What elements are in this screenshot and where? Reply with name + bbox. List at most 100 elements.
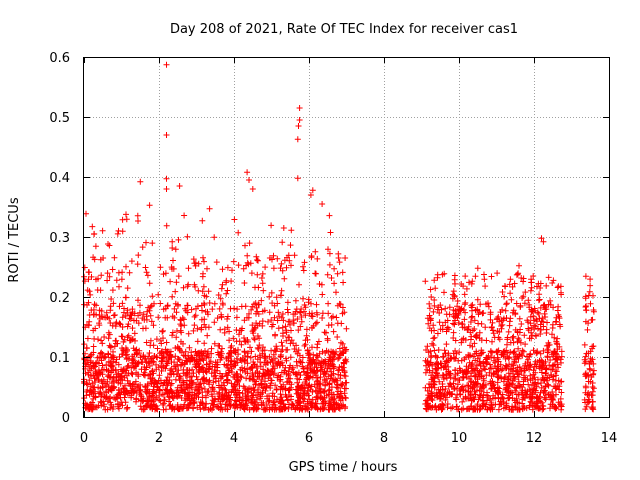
data-point <box>512 311 519 318</box>
data-point <box>517 304 524 310</box>
data-point <box>107 303 114 310</box>
data-point <box>553 368 560 375</box>
data-point <box>454 381 461 388</box>
data-point <box>529 393 536 400</box>
data-point <box>518 275 525 281</box>
data-point <box>506 394 513 401</box>
data-point <box>247 354 254 361</box>
data-point <box>201 321 208 328</box>
data-point <box>494 315 501 322</box>
data-point <box>466 279 472 286</box>
data-point <box>286 401 292 408</box>
data-point <box>244 314 250 321</box>
data-point <box>326 381 333 388</box>
data-point <box>557 395 564 402</box>
data-point <box>234 306 241 313</box>
data-point <box>249 328 256 335</box>
data-point <box>493 368 500 375</box>
data-point <box>193 387 200 394</box>
data-point <box>300 263 306 270</box>
data-point <box>315 381 322 388</box>
data-point <box>334 270 341 277</box>
data-point <box>108 296 115 302</box>
data-point <box>257 395 264 402</box>
data-point <box>116 390 123 397</box>
data-point <box>274 300 281 307</box>
data-point <box>554 361 561 368</box>
data-point <box>149 368 155 375</box>
data-point <box>255 402 262 408</box>
data-point <box>338 339 344 346</box>
data-point <box>445 350 452 357</box>
data-point <box>285 370 292 377</box>
data-point <box>311 367 318 374</box>
data-point <box>254 257 260 263</box>
data-point <box>462 337 469 343</box>
data-point <box>148 318 155 325</box>
data-point <box>429 397 436 404</box>
data-point <box>547 297 554 304</box>
data-point <box>145 304 152 311</box>
data-point <box>527 398 534 405</box>
data-point <box>323 329 329 336</box>
x-axis-ticks: 0 2 4 6 8 10 12 14 <box>80 57 617 446</box>
data-point <box>233 370 240 377</box>
x-tick-label: 0 <box>80 431 88 446</box>
data-point <box>531 400 538 407</box>
data-point <box>297 393 304 400</box>
data-point <box>259 280 266 287</box>
data-point <box>536 357 543 364</box>
data-point <box>265 375 272 382</box>
data-point <box>135 218 141 224</box>
data-point <box>241 280 248 286</box>
data-point <box>286 318 293 325</box>
data-point <box>253 405 260 412</box>
data-point <box>166 398 172 405</box>
data-point <box>137 387 143 394</box>
data-point <box>124 307 131 314</box>
data-point <box>291 252 298 259</box>
data-point <box>101 334 108 340</box>
data-point <box>255 389 262 396</box>
data-point <box>84 387 91 393</box>
data-point <box>526 362 533 369</box>
data-point <box>274 255 281 262</box>
data-point <box>193 351 200 358</box>
data-point <box>284 306 291 313</box>
data-point <box>106 242 113 249</box>
data-point <box>331 280 338 287</box>
data-point <box>81 355 88 362</box>
data-point <box>327 403 334 410</box>
data-point <box>517 383 524 390</box>
data-point <box>242 303 249 310</box>
data-point <box>109 266 116 273</box>
data-point <box>248 270 255 277</box>
data-point <box>157 397 164 404</box>
data-point <box>476 358 483 365</box>
data-point <box>549 395 556 402</box>
data-point <box>120 366 127 373</box>
data-point <box>91 256 98 263</box>
data-point <box>331 405 338 412</box>
data-point <box>252 300 259 307</box>
data-point <box>517 367 524 374</box>
data-point <box>317 374 324 381</box>
data-point <box>120 347 127 354</box>
data-point <box>542 306 549 313</box>
data-point <box>278 339 285 346</box>
data-point <box>432 285 439 292</box>
data-point <box>269 393 276 400</box>
data-point <box>471 317 478 324</box>
data-point <box>462 393 469 400</box>
data-point <box>153 403 160 410</box>
data-point <box>319 315 326 321</box>
data-point <box>308 360 315 367</box>
data-point <box>196 381 203 388</box>
data-point <box>534 404 540 411</box>
data-point <box>140 371 147 378</box>
data-point <box>305 296 312 303</box>
y-tick-label: 0.5 <box>49 111 70 126</box>
data-point <box>502 307 509 314</box>
data-point <box>172 246 179 253</box>
data-point <box>546 391 552 398</box>
